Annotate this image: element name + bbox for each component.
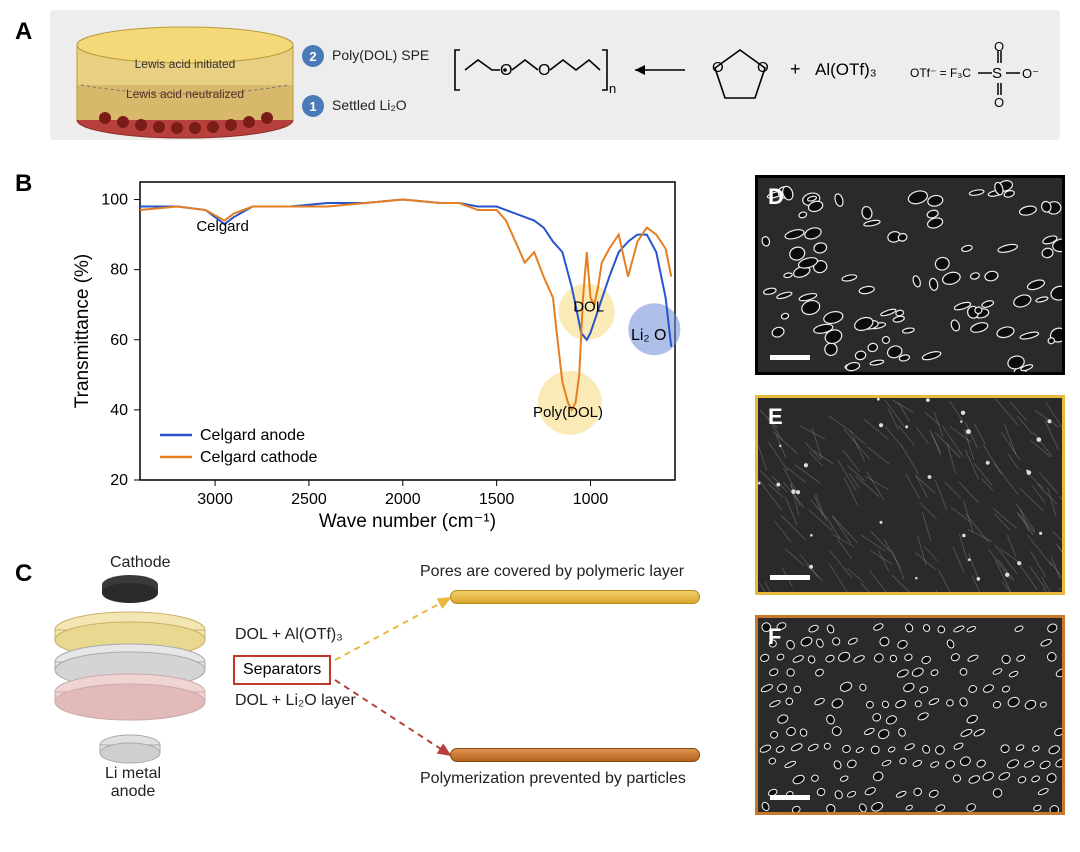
- cell-stack: [50, 560, 250, 800]
- top-caption: Pores are covered by polymeric layer: [420, 563, 684, 581]
- badge-1: 1: [302, 95, 324, 117]
- bot-caption: Polymerization prevented by particles: [420, 770, 686, 788]
- svg-text:Celgard anode: Celgard anode: [200, 427, 305, 444]
- sem-e-texture: [758, 398, 1065, 595]
- svg-text:O: O: [757, 59, 769, 76]
- panel-a: Lewis acid initiated Lewis acid neutrali…: [50, 10, 1060, 140]
- chem-formula: O O n O O + Al(OTf)₃ OTf⁻ = F₃C S O O: [450, 35, 1050, 125]
- svg-text:3000: 3000: [197, 491, 233, 508]
- label-spe: Poly(DOL) SPE: [332, 47, 429, 63]
- svg-text:Wave number (cm⁻¹): Wave number (cm⁻¹): [319, 511, 496, 532]
- svg-text:40: 40: [110, 402, 128, 419]
- otf-def: OTf⁻ = F₃C: [910, 66, 971, 80]
- chart-svg: 3000 2500 2000 1500 1000 20 40 60 80 100 Wave numb…: [70, 170, 690, 535]
- svg-text:Li₂ O: Li₂ O: [631, 327, 667, 344]
- scalebar-d: [770, 355, 810, 360]
- svg-text:O: O: [994, 39, 1004, 54]
- svg-text:1500: 1500: [479, 491, 515, 508]
- label-d: D: [768, 184, 784, 210]
- cyl-text-lower: Lewis acid neutralized: [75, 87, 295, 101]
- layer-top-label: DOL + Al(OTf)₃: [235, 626, 343, 644]
- sem-d-texture: [758, 178, 1065, 375]
- svg-text:Poly(DOL): Poly(DOL): [533, 404, 603, 421]
- sem-f-texture: [758, 618, 1065, 815]
- badge-2: 2: [302, 45, 324, 67]
- svg-text:1000: 1000: [573, 491, 609, 508]
- sem-f: F: [755, 615, 1065, 815]
- svg-text:20: 20: [110, 472, 128, 489]
- cathode-label: Cathode: [110, 554, 171, 572]
- cylinder-svg: [75, 25, 295, 140]
- bar-top: [450, 590, 700, 604]
- anode-label: Li metal anode: [105, 765, 161, 801]
- svg-text:O: O: [994, 95, 1004, 110]
- label-c: C: [15, 560, 32, 588]
- svg-text:O: O: [500, 62, 512, 79]
- ftir-chart: 3000 2500 2000 1500 1000 20 40 60 80 100 Wave numb…: [70, 170, 690, 535]
- svg-text:80: 80: [110, 262, 128, 279]
- bar-bot: [450, 748, 700, 762]
- svg-text:S: S: [992, 65, 1002, 82]
- svg-text:DOL: DOL: [573, 299, 604, 316]
- repeat-n: n: [609, 81, 616, 96]
- svg-text:O⁻: O⁻: [1022, 66, 1039, 81]
- label-li2o: Settled Li₂O: [332, 97, 407, 113]
- label-b: B: [15, 170, 32, 198]
- svg-text:100: 100: [101, 192, 128, 209]
- svg-text:Celgard cathode: Celgard cathode: [200, 449, 318, 466]
- svg-text:2000: 2000: [385, 491, 421, 508]
- separators-box: Separators: [233, 655, 331, 685]
- plus-sign: +: [790, 59, 801, 79]
- svg-text:2500: 2500: [291, 491, 327, 508]
- panel-c: Cathode Li metal anode DOL + Al(OTf)₃ Se…: [50, 560, 710, 830]
- cyl-text-upper: Lewis acid initiated: [75, 57, 295, 71]
- svg-text:60: 60: [110, 332, 128, 349]
- svg-text:Celgard: Celgard: [196, 218, 249, 235]
- al-otf: Al(OTf)₃: [815, 60, 877, 79]
- svg-text:Transmittance (%): Transmittance (%): [72, 254, 93, 409]
- label-f: F: [768, 624, 781, 650]
- cylinder-diagram: Lewis acid initiated Lewis acid neutrali…: [75, 25, 295, 130]
- label-a: A: [15, 18, 32, 46]
- scalebar-e: [770, 575, 810, 580]
- label-e: E: [768, 404, 783, 430]
- sem-e: E: [755, 395, 1065, 595]
- sem-d: D: [755, 175, 1065, 375]
- svg-text:O: O: [712, 59, 724, 76]
- svg-text:O: O: [538, 62, 550, 79]
- scalebar-f: [770, 795, 810, 800]
